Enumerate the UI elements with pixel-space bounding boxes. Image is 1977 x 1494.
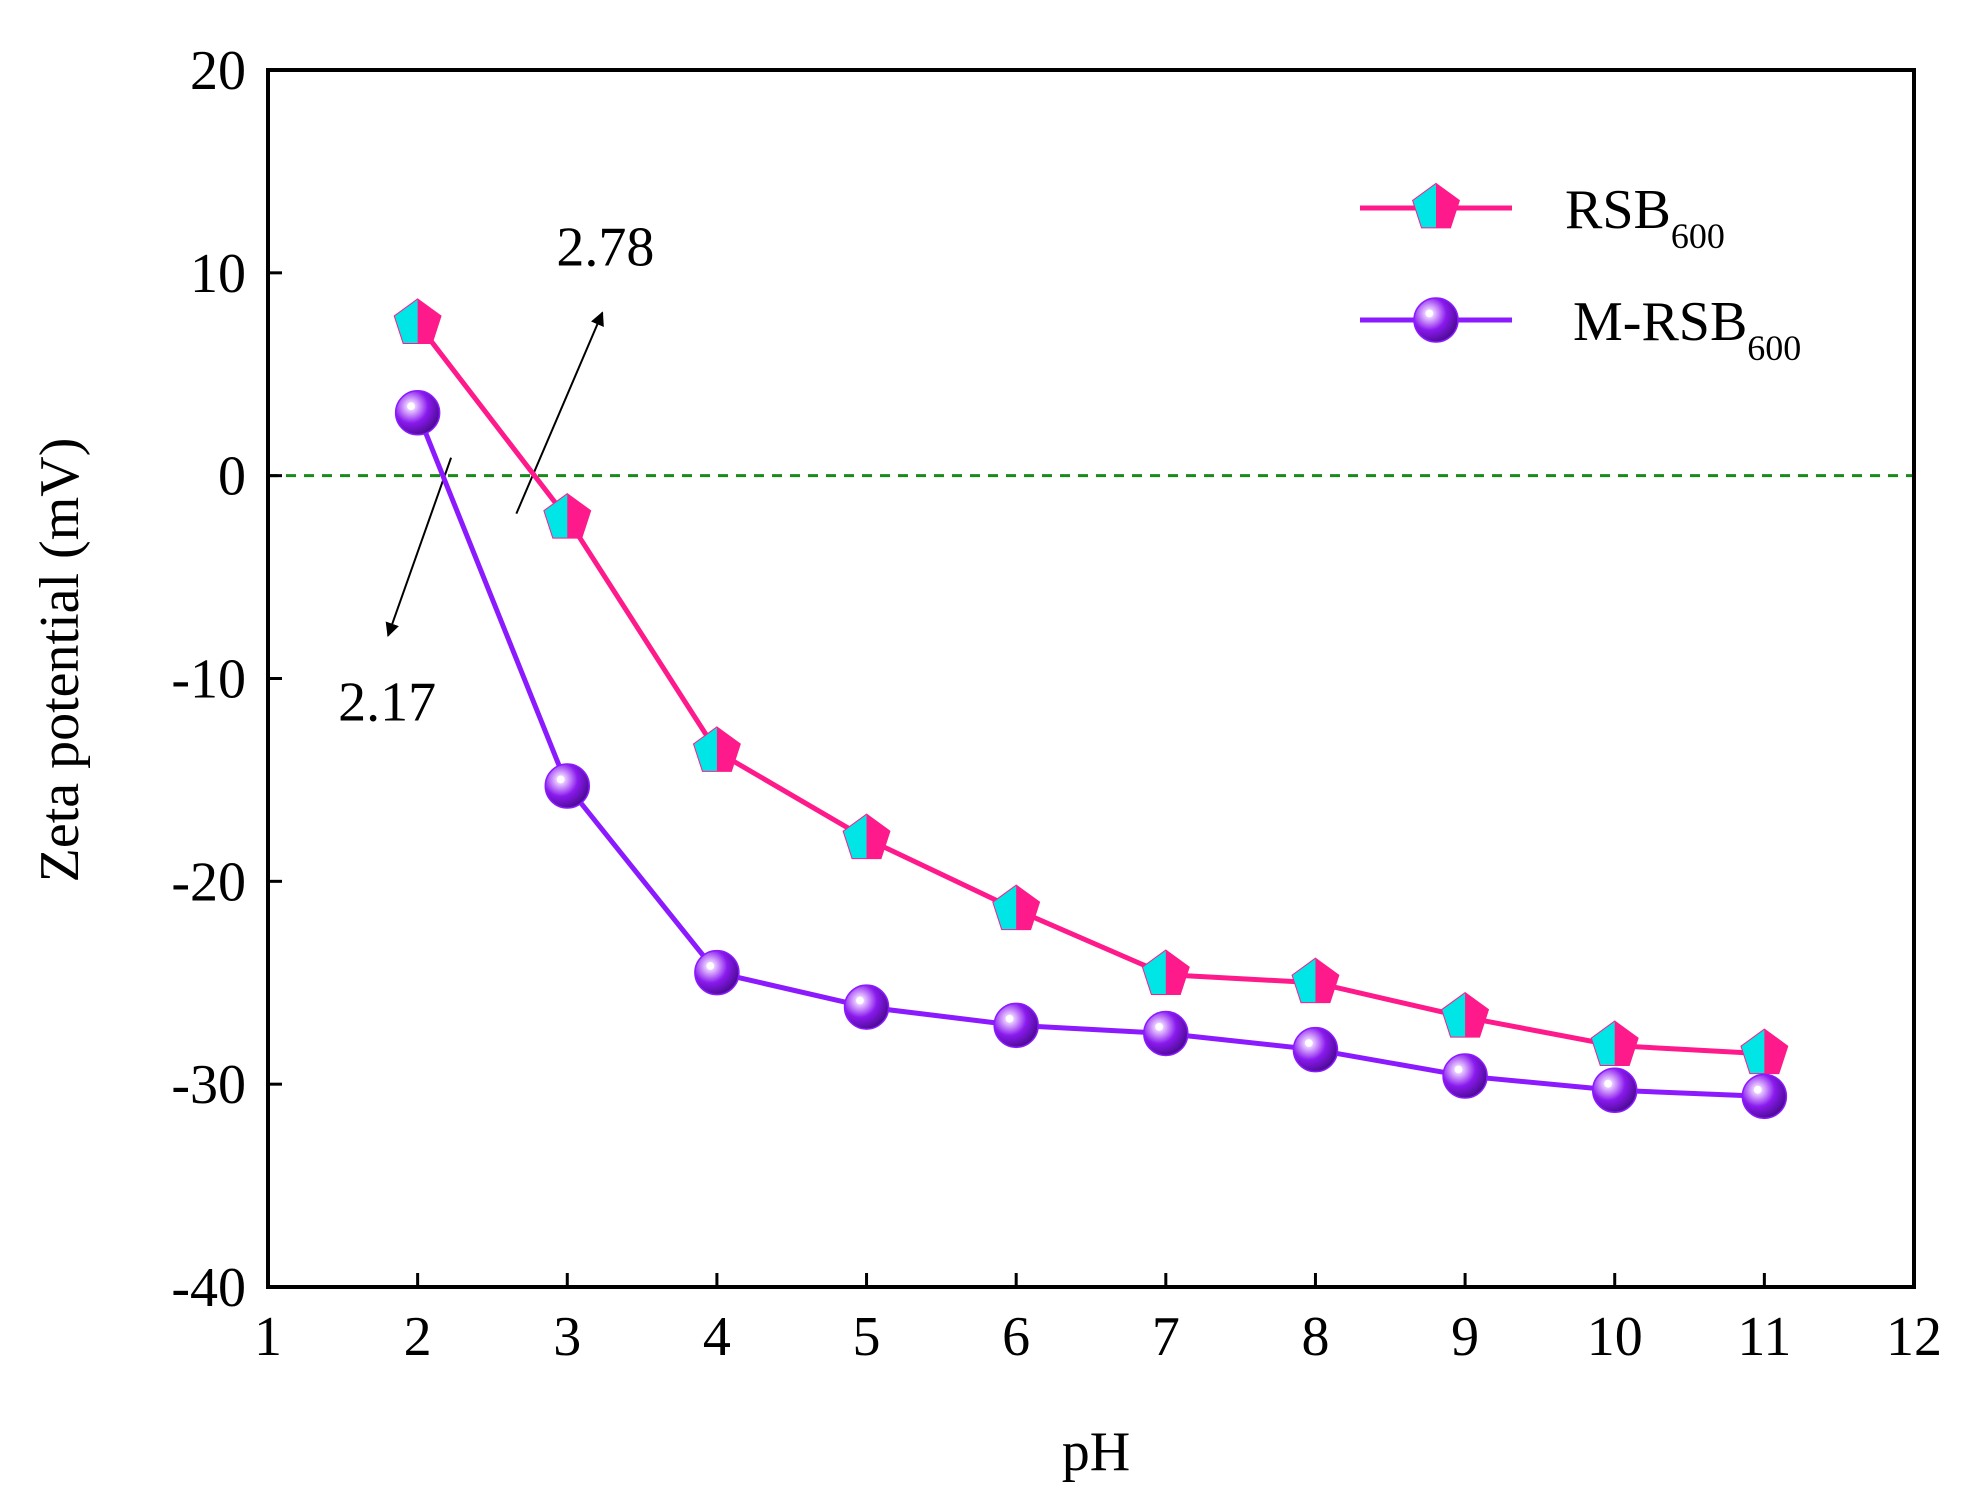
data-point [692,726,741,772]
data-point [1291,957,1340,1004]
x-tick-label: 10 [1587,1306,1643,1368]
x-tick-label: 2 [404,1306,432,1368]
sphere-body [544,763,591,809]
y-tick-label: 10 [190,243,246,305]
sphere-highlight [855,996,864,1005]
series-m-rsb600 [394,390,1788,1120]
x-tick-label: 6 [1002,1306,1030,1368]
data-point [1442,1053,1488,1099]
y-tick-label: -40 [171,1257,246,1319]
data-point [1143,1010,1189,1057]
sphere-highlight [1753,1085,1762,1094]
legend-label: RSB600 [1565,179,1725,256]
pentagon-facet [993,885,1017,930]
data-point [1292,1026,1339,1073]
sphere-body [1442,1053,1488,1099]
x-tick-label: 1 [254,1306,282,1368]
data-point [394,390,441,436]
data-point [544,763,591,809]
annotation-label-278: 2.78 [556,217,654,279]
legend-marker [1411,182,1461,229]
x-tick-label: 9 [1451,1306,1479,1368]
series-rsb600 [393,298,1789,1075]
pentagon-facet [843,814,867,859]
pentagon-facet [1591,1021,1615,1066]
data-point [993,1002,1039,1049]
x-axis-title: pH [1062,1421,1130,1483]
data-point [1741,1073,1788,1120]
annotation-arrow-217 [385,457,453,637]
data-point [1740,1028,1789,1075]
sphere-body [394,390,441,436]
data-point [1590,1020,1639,1067]
x-tick-label: 3 [553,1306,581,1368]
sphere-body [1143,1010,1189,1057]
sphere-highlight [1454,1065,1463,1074]
x-tick-label: 4 [703,1306,731,1368]
sphere-highlight [1604,1079,1613,1088]
sphere-highlight [556,775,565,784]
legend-item-m-rsb600: M-RSB600 [1360,291,1801,368]
pentagon-facet [544,494,568,538]
pentagon-facet [1442,993,1466,1037]
data-point [1141,949,1190,996]
annotation-layer: 2.78 2.17 [338,217,654,734]
y-tick-label: 20 [190,40,246,102]
sphere-body [1292,1026,1339,1073]
pentagon-facet [1413,184,1436,228]
legend-label: M-RSB600 [1573,291,1801,368]
x-tick-label: 11 [1737,1306,1791,1368]
data-point [1441,991,1490,1038]
y-axis-title: Zeta potential (mV) [29,438,91,883]
data-point [992,884,1041,931]
x-tick-label: 7 [1152,1306,1180,1368]
legend-name: RSB [1565,179,1671,241]
legend-subscript: 600 [1747,328,1801,368]
sphere-body [1591,1067,1638,1114]
data-point [393,298,442,344]
pentagon-facet [1142,950,1166,995]
sphere-body [694,949,740,996]
sphere-body [993,1002,1039,1049]
sphere-highlight [1304,1039,1313,1048]
sphere-highlight [407,402,415,411]
data-point [1591,1067,1638,1114]
series-layer [393,298,1789,1120]
data-point [843,984,890,1030]
y-tick-label: -20 [171,851,246,913]
legend-subscript: 600 [1671,216,1725,256]
pentagon-facet [394,299,418,343]
series-line [415,411,1765,1099]
sphere-highlight [1005,1014,1014,1023]
y-tick-label: -10 [171,649,246,711]
pentagon-facet [1741,1029,1765,1074]
pentagon-facet [694,727,717,771]
legend-item-rsb600: RSB600 [1360,179,1725,256]
legend-name: M-RSB [1573,291,1747,353]
sphere-body [1741,1073,1788,1120]
legend-marker [1413,297,1459,343]
series-line [415,322,1765,1057]
sphere-body [843,984,890,1030]
sphere-body [1413,297,1459,343]
sphere-highlight [1425,309,1434,318]
data-point [842,813,891,860]
sphere-highlight [1155,1022,1164,1031]
x-tick-label: 8 [1301,1306,1329,1368]
annotation-label-217: 2.17 [338,672,436,734]
annotation-arrow-278 [515,311,604,515]
plot-frame [266,68,1916,1289]
y-tick-label: 0 [218,446,246,508]
data-point [694,949,740,996]
data-point [543,493,592,539]
pentagon-facet [1292,958,1316,1003]
sphere-highlight [706,962,715,970]
x-tick-label: 5 [853,1306,881,1368]
x-tick-label: 12 [1886,1306,1942,1368]
y-tick-label: -30 [171,1054,246,1116]
